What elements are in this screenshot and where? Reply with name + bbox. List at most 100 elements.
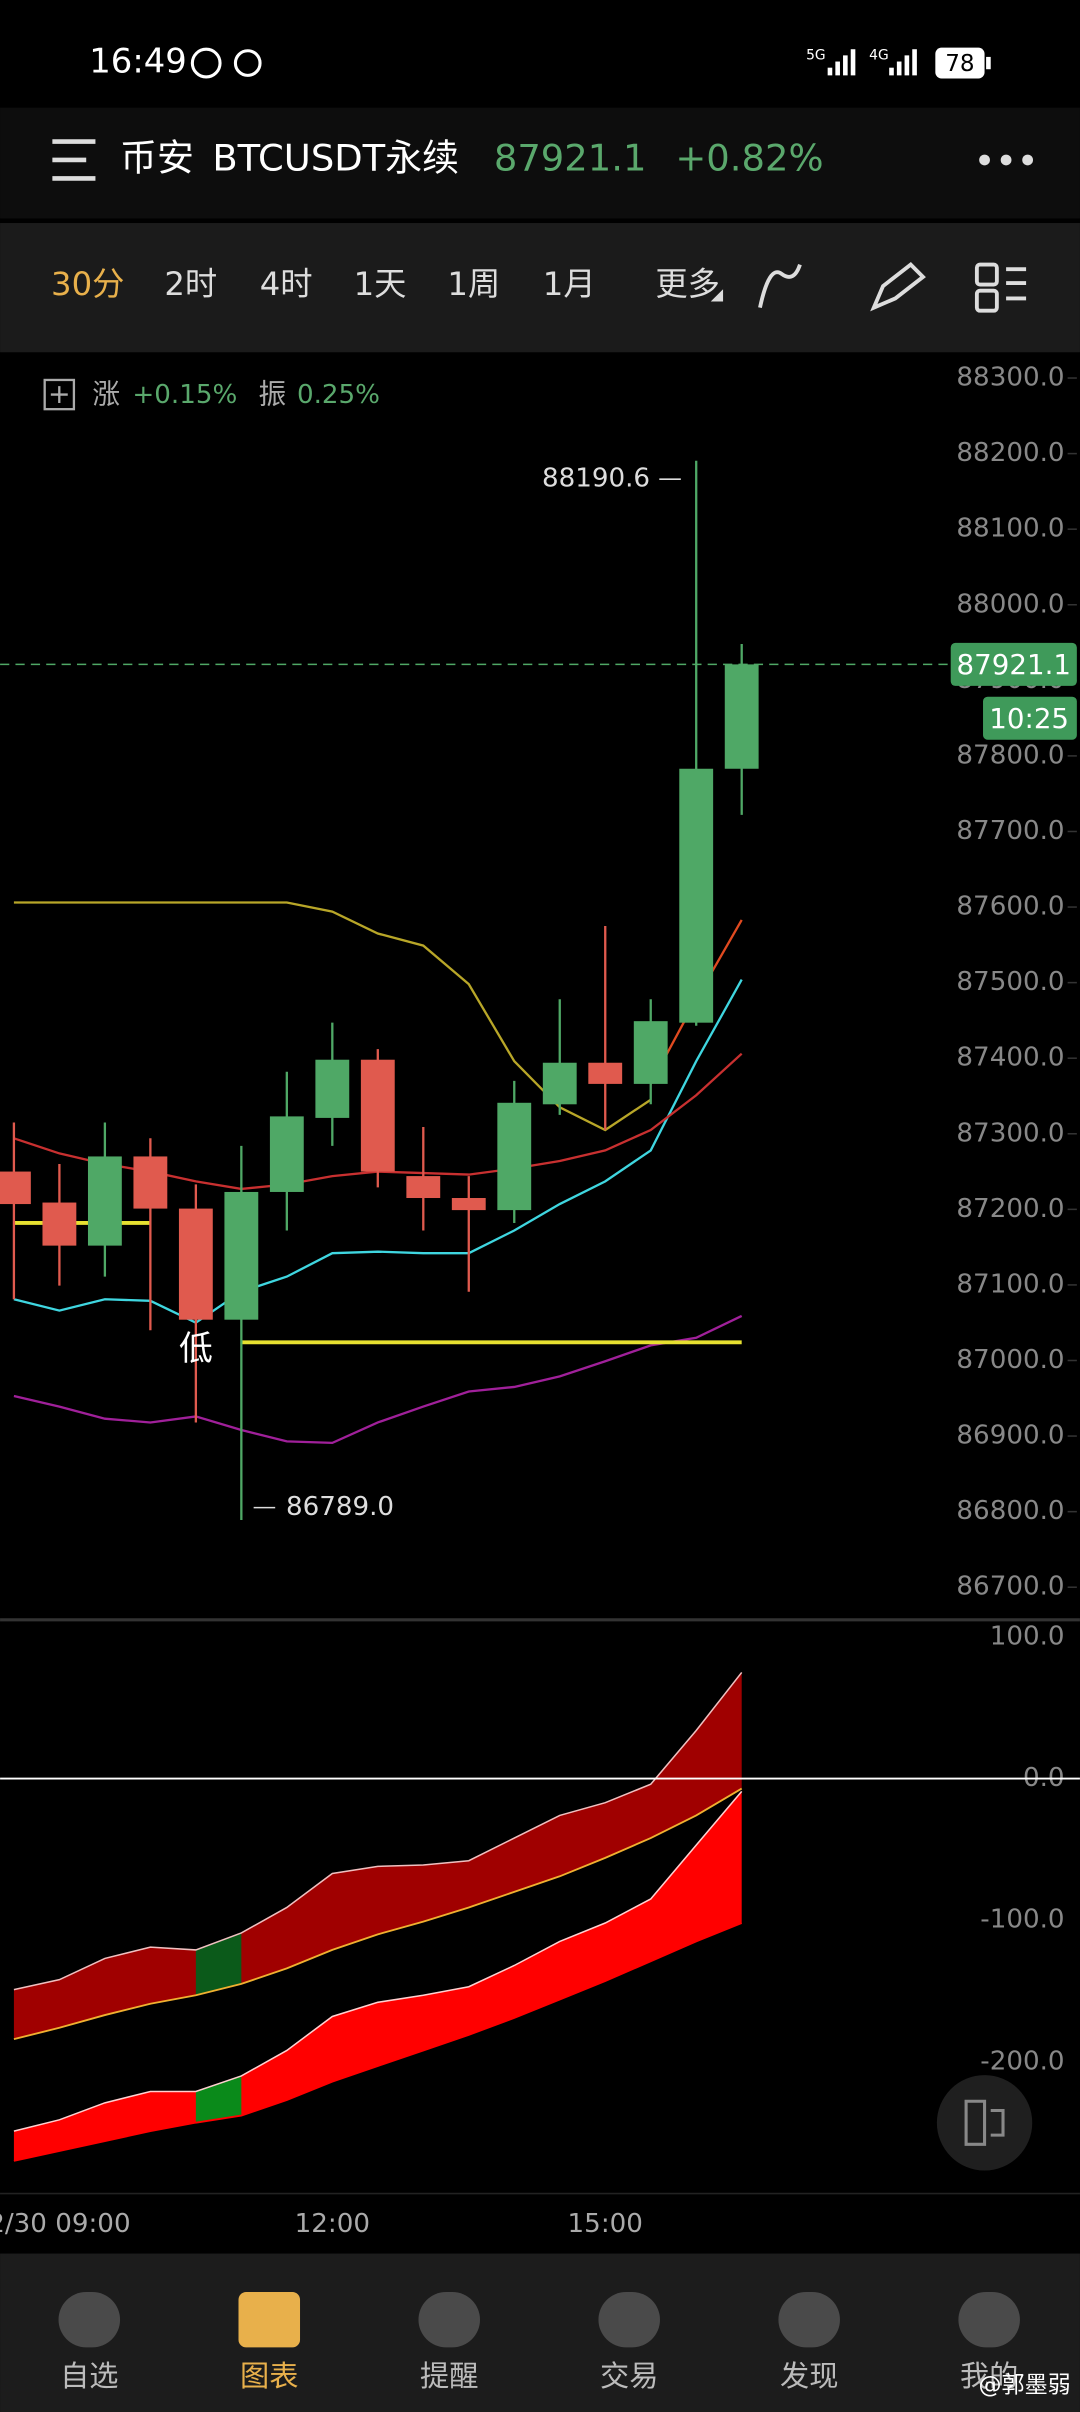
countdown: 10:25 [989, 702, 1069, 735]
symbol[interactable]: BTCUSDT永续 [212, 136, 459, 179]
menu-icon[interactable] [52, 139, 96, 181]
low-marker: 低 [179, 1329, 213, 1368]
y-tick-label: 87800.0 [956, 740, 1064, 770]
timeframe-tab[interactable]: 更多 [655, 265, 720, 303]
indicator-edge [13, 1790, 743, 2132]
rise: +0.15% [132, 380, 237, 410]
clock: 16:49 [89, 42, 186, 81]
status-icon [190, 47, 222, 79]
x-tick-label: 15:00 [568, 2209, 643, 2239]
svg-text:5G: 5G [806, 47, 826, 63]
candle-body [133, 1156, 168, 1209]
countdown-box [983, 696, 1077, 740]
candle-body [224, 1191, 259, 1320]
nav-label[interactable]: 提醒 [420, 2359, 478, 2393]
more-menu[interactable] [979, 154, 1034, 166]
header [0, 107, 1080, 219]
candle-body [0, 1171, 31, 1205]
y-tick-label: 87700.0 [956, 816, 1064, 846]
y-tick-label: 88100.0 [956, 514, 1064, 544]
nav-icon[interactable] [238, 2292, 301, 2348]
pencil-icon[interactable] [870, 262, 926, 312]
rise-label: 涨 [92, 377, 120, 410]
nav-label[interactable]: 交易 [600, 2359, 658, 2393]
x-tick-label: 2/30 09:00 [0, 2209, 131, 2239]
amp-label: 振 [258, 377, 286, 410]
candle-body [497, 1102, 532, 1211]
layout-icon[interactable] [974, 262, 1027, 313]
nav-label[interactable]: 自选 [60, 2359, 118, 2393]
nav-label[interactable]: 发现 [780, 2359, 838, 2393]
y-tick-label: 100.0 [990, 1622, 1065, 1652]
candle-body [178, 1208, 213, 1320]
candle-body [315, 1059, 350, 1118]
indicator-edge [13, 1787, 743, 2041]
y-tick-label: 88300.0 [956, 363, 1064, 393]
bottom-nav [0, 2253, 1080, 2412]
add-indicator-plus [50, 386, 68, 404]
nav-icon[interactable] [598, 2292, 660, 2348]
candle-body [451, 1198, 486, 1211]
indicator-area [13, 1672, 742, 2040]
x-tick-label: 12:00 [295, 2209, 370, 2239]
overlay-line [13, 979, 743, 1325]
y-tick-label: 87100.0 [956, 1269, 1064, 1299]
battery-tip [986, 56, 991, 70]
y-tick-label: 88000.0 [956, 589, 1064, 619]
candle-body [542, 1062, 577, 1105]
price: 87921.1 [494, 136, 647, 179]
y-tick-label: 87200.0 [956, 1194, 1064, 1224]
y-tick-label: 87600.0 [956, 892, 1064, 922]
indicator-edge [13, 1922, 743, 2162]
nav-items: 自选 图表 提醒 交易 发现 我的 [58, 2292, 1020, 2393]
timeframe-tab[interactable]: 1周 [447, 265, 500, 303]
y-tick-label: 87300.0 [956, 1118, 1064, 1148]
draw-line-icon[interactable] [758, 263, 802, 309]
timeframe-tab[interactable]: 1月 [543, 265, 596, 303]
last-price-box [950, 642, 1077, 686]
status-icon [233, 49, 262, 77]
candle-body [406, 1176, 441, 1199]
battery-level: 78 [945, 51, 974, 77]
exchange: 币安 [120, 136, 194, 179]
indicator-edge [13, 1671, 743, 1991]
nav-icon[interactable] [58, 2292, 121, 2348]
nav-icon[interactable] [778, 2292, 840, 2348]
indicator-highlight [195, 2075, 242, 2123]
indicator-area [13, 1791, 742, 2161]
nav-icon[interactable] [958, 2292, 1020, 2348]
add-indicator[interactable] [43, 378, 76, 411]
candle-body [269, 1116, 304, 1192]
candle-body [42, 1202, 77, 1246]
y-tick-label: 86900.0 [956, 1421, 1064, 1451]
svg-text:4G: 4G [869, 47, 889, 63]
timeframe-tab[interactable]: 30分 [51, 265, 124, 303]
plot: 88300.088200.088100.088000.087900.087800… [0, 363, 1080, 2239]
y-tick-label: 88200.0 [956, 438, 1064, 468]
low-label: 86789.0 [286, 1492, 394, 1522]
last-price-label: 87921.1 [957, 648, 1071, 681]
float-button-icon [964, 2099, 1005, 2146]
candle-body [724, 664, 759, 769]
timeframe-tab[interactable]: 1天 [354, 265, 407, 303]
indicator-highlight [195, 1932, 242, 1996]
nav-label[interactable]: 我的 [960, 2359, 1018, 2393]
y-tick-label: 87000.0 [956, 1345, 1064, 1375]
y-tick-label: -100.0 [980, 1905, 1064, 1935]
signal: 5G 4G [806, 47, 917, 76]
candle-body [633, 1021, 668, 1084]
nav-label[interactable]: 图表 [240, 2359, 298, 2393]
candle-body [679, 768, 714, 1023]
timeframe-tab[interactable]: 4时 [260, 265, 313, 303]
candle-body [588, 1062, 623, 1084]
timeframe-tab[interactable]: 2时 [164, 265, 217, 303]
battery [935, 47, 985, 79]
overlay-line [13, 1314, 743, 1445]
y-tick-label: 87400.0 [956, 1043, 1064, 1073]
change: +0.82% [675, 136, 823, 179]
watermark: @郭墨弱 [978, 2372, 1070, 2398]
nav-icon[interactable] [418, 2292, 481, 2348]
